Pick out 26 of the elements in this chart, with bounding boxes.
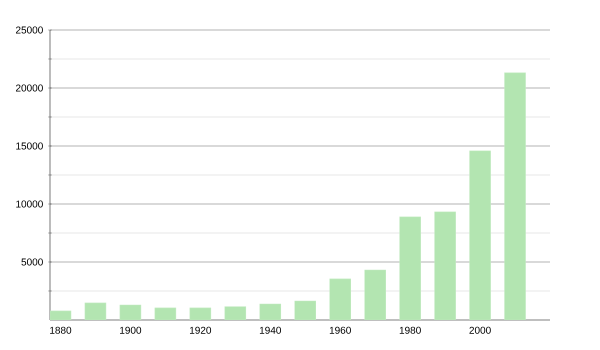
x-tick-label: 1960 [330, 326, 351, 334]
bar [434, 212, 456, 320]
bar [504, 72, 526, 320]
x-tick-label: 1940 [260, 326, 282, 334]
bar [190, 308, 212, 320]
bar [294, 300, 316, 320]
y-tick-label: 10000 [16, 200, 43, 208]
bar [224, 306, 246, 320]
bar [84, 302, 106, 320]
bar [120, 304, 142, 320]
y-tick-label: 15000 [16, 142, 43, 150]
x-tick-label: 1980 [400, 326, 421, 334]
bar [329, 278, 351, 320]
x-tick-label: 2000 [469, 326, 491, 334]
bar [154, 308, 176, 320]
bar [50, 310, 72, 320]
x-tick-label: 1900 [120, 326, 142, 334]
bar [260, 304, 282, 320]
y-tick-label: 5000 [21, 258, 43, 266]
bar [469, 150, 491, 320]
y-tick-label: 25000 [16, 26, 43, 34]
x-tick-label: 1920 [190, 326, 212, 334]
x-tick-label: 1880 [50, 326, 72, 334]
bar [364, 270, 386, 320]
bar [399, 216, 421, 320]
y-tick-label: 20000 [16, 84, 43, 92]
